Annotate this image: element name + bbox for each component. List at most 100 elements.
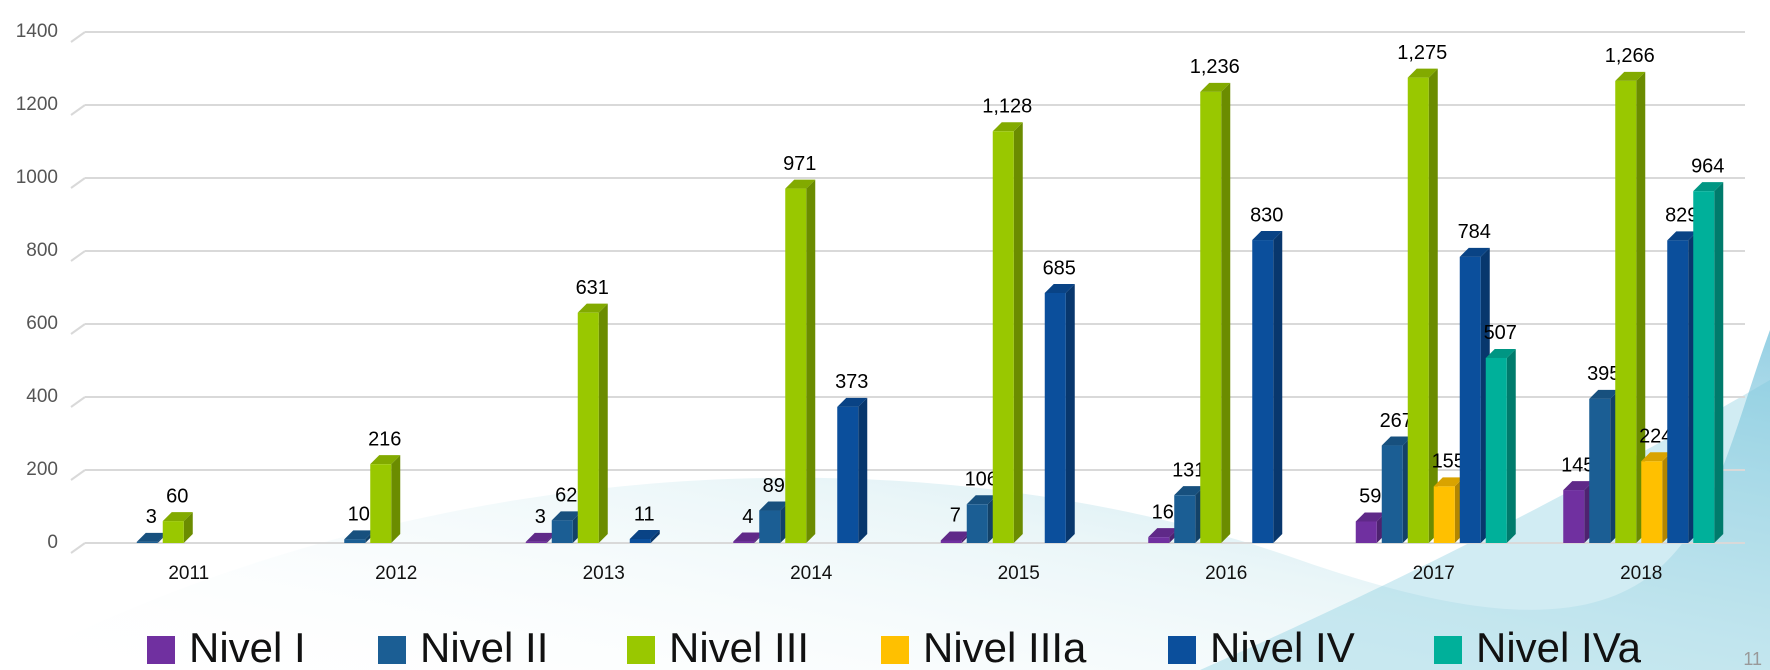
bar-side <box>598 303 608 543</box>
value-label: 830 <box>1250 204 1283 226</box>
bar <box>1641 461 1663 543</box>
value-label: 7 <box>950 505 961 527</box>
value-label: 971 <box>783 153 816 175</box>
bar-top <box>551 511 582 521</box>
value-label: 10 <box>348 504 370 526</box>
bar-top <box>344 530 375 540</box>
value-label: 267 <box>1380 410 1413 432</box>
bar-top <box>1693 182 1724 192</box>
value-label: 131 <box>1172 459 1205 481</box>
legend-label: Nivel IIIa <box>923 624 1087 670</box>
bar-top <box>992 122 1023 132</box>
value-label: 395 <box>1587 363 1620 385</box>
y-tick-label: 600 <box>26 313 58 334</box>
x-tick-label: 2012 <box>375 563 417 584</box>
bar-side <box>650 529 660 543</box>
grid-edge <box>70 469 86 481</box>
value-label: 631 <box>576 277 609 299</box>
bar <box>1174 495 1196 543</box>
bar-top <box>1381 436 1412 446</box>
bar <box>940 540 962 543</box>
value-label: 685 <box>1043 257 1076 279</box>
value-label: 4 <box>742 506 753 528</box>
y-tick-label: 0 <box>47 532 58 553</box>
legend-swatch <box>378 636 406 664</box>
value-label: 784 <box>1458 221 1491 243</box>
value-label: 373 <box>835 371 868 393</box>
legend-swatch <box>881 636 909 664</box>
bar <box>525 541 547 543</box>
value-label: 1,266 <box>1605 45 1655 67</box>
bar-side <box>1636 71 1646 543</box>
x-tick-label: 2016 <box>1205 563 1247 584</box>
bar <box>992 131 1014 543</box>
y-tick-label: 1200 <box>16 94 58 115</box>
bar <box>344 539 366 543</box>
value-label: 59 <box>1359 486 1381 508</box>
slide-number: 11 <box>1743 649 1762 669</box>
bar-top <box>1407 68 1438 78</box>
bar-top <box>1433 477 1464 487</box>
value-label: 145 <box>1561 454 1594 476</box>
bar <box>370 464 392 543</box>
bar <box>1693 191 1715 543</box>
x-tick-label: 2017 <box>1413 563 1455 584</box>
bar-top <box>837 397 868 407</box>
value-label: 1,275 <box>1397 42 1447 64</box>
y-tick-label: 200 <box>26 459 58 480</box>
bar-top <box>759 501 790 511</box>
bar-top <box>1252 231 1283 241</box>
background-wave <box>1200 380 1770 670</box>
value-label: 11 <box>634 503 655 525</box>
x-tick-label: 2011 <box>168 563 209 584</box>
bar <box>1044 292 1066 543</box>
legend-label: Nivel I <box>189 624 306 670</box>
bar-side <box>391 455 401 543</box>
bar <box>759 510 781 543</box>
value-label: 3 <box>535 506 546 528</box>
bar-top <box>136 532 167 542</box>
value-label: 16 <box>1152 501 1174 523</box>
grid-edge <box>70 542 86 554</box>
grid-edge <box>70 396 86 408</box>
bar-top <box>1589 389 1620 399</box>
bar-top <box>1044 283 1075 293</box>
bar-side <box>1065 283 1075 543</box>
x-tick-label: 2013 <box>583 563 625 584</box>
bar-top <box>1641 452 1672 462</box>
bar-side <box>1428 68 1438 543</box>
bar-top <box>577 303 608 313</box>
grid-edge <box>70 323 86 335</box>
bar-top <box>1355 512 1386 522</box>
bar-top <box>525 532 556 542</box>
bar <box>1459 256 1481 543</box>
value-label: 3 <box>146 506 157 528</box>
bar <box>733 541 755 543</box>
bar-side <box>1013 122 1023 543</box>
bar <box>1200 91 1222 544</box>
value-label: 60 <box>166 485 188 507</box>
grid-edge <box>70 250 86 262</box>
value-label: 1,236 <box>1190 56 1240 78</box>
value-label: 216 <box>368 428 401 450</box>
bar <box>785 188 807 543</box>
bar-top <box>785 179 816 189</box>
grid-edge <box>70 177 86 189</box>
grid-edge <box>70 104 86 116</box>
legend-swatch <box>147 636 175 664</box>
bar-side <box>1273 231 1283 544</box>
bar-top <box>1485 348 1516 358</box>
bar-top <box>1563 481 1594 491</box>
bar-side <box>1714 182 1724 543</box>
bar-top <box>1615 71 1646 81</box>
bar-top <box>629 529 660 539</box>
bar-top <box>162 512 193 522</box>
background-wave <box>0 330 1770 670</box>
value-label: 829 <box>1665 205 1698 227</box>
bar <box>162 521 184 543</box>
bar-top <box>370 455 401 465</box>
bar <box>1667 240 1689 544</box>
bar-side <box>183 512 193 543</box>
y-tick-label: 800 <box>26 240 58 261</box>
value-label: 106 <box>965 469 998 491</box>
